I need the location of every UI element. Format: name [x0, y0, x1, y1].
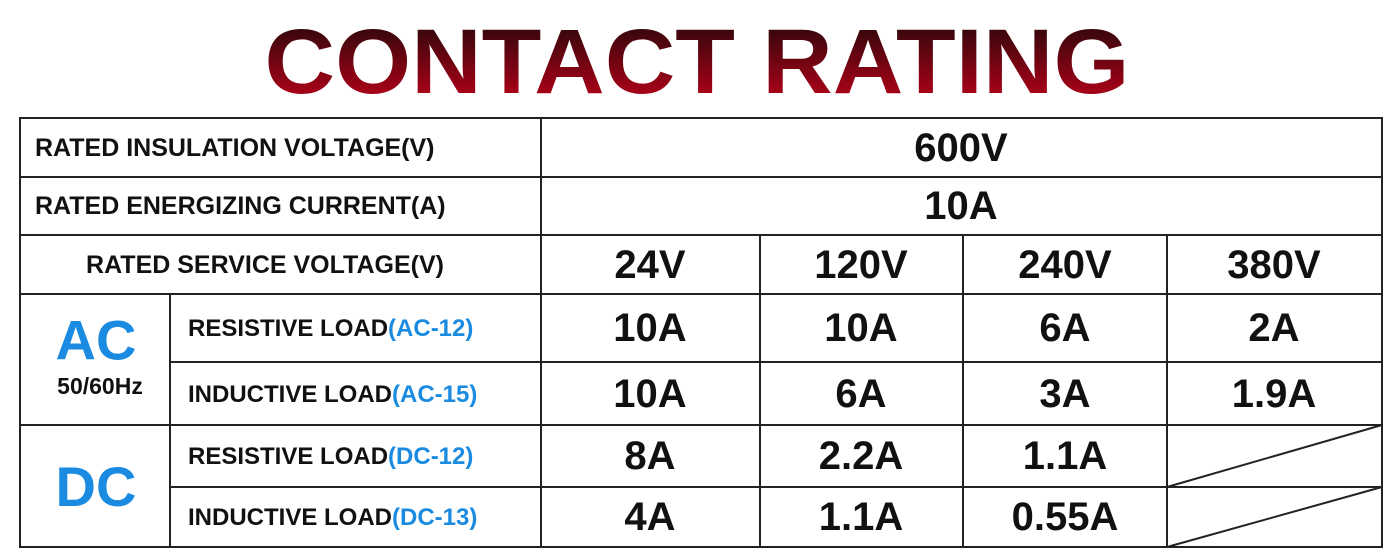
rating-value: 10A: [613, 372, 686, 416]
row-label: RATED INSULATION VOLTAGE(V): [35, 134, 435, 162]
rating-value: 1.1A: [1023, 434, 1108, 478]
voltage-header: 24V: [614, 243, 685, 287]
group-sub: 50/60Hz: [57, 373, 143, 399]
rating-value: 4A: [624, 495, 675, 539]
row-value: 600V: [914, 126, 1008, 170]
group-name: DC: [56, 455, 137, 518]
row-label: RATED ENERGIZING CURRENT(A): [35, 192, 446, 220]
rating-value: 8A: [624, 434, 675, 478]
rating-value: 10A: [824, 306, 897, 350]
group-name: AC: [56, 309, 137, 372]
rating-value: 2.2A: [819, 434, 904, 478]
load-name: INDUCTIVE LOAD: [188, 504, 392, 531]
voltage-header: 240V: [1018, 243, 1112, 287]
rating-value: 2A: [1248, 306, 1299, 350]
voltage-header: 380V: [1227, 243, 1321, 287]
voltage-header: 120V: [814, 243, 908, 287]
rating-value: 10A: [613, 306, 686, 350]
load-label: INDUCTIVE LOAD(AC-15): [188, 381, 477, 408]
row-label: RATED SERVICE VOLTAGE(V): [86, 251, 444, 279]
load-name: RESISTIVE LOAD: [188, 315, 388, 342]
title: CONTACT RATING: [265, 11, 1130, 113]
rating-value: 1.9A: [1232, 372, 1317, 416]
rating-value: 0.55A: [1012, 495, 1119, 539]
load-code: (DC-12): [388, 443, 473, 470]
rating-value: 3A: [1039, 372, 1090, 416]
load-name: INDUCTIVE LOAD: [188, 381, 392, 408]
load-name: RESISTIVE LOAD: [188, 443, 388, 470]
row-value: 10A: [924, 184, 997, 228]
empty-cell-diagonal: [1166, 486, 1383, 548]
table-frame: [19, 117, 1383, 548]
load-code: (AC-12): [388, 315, 473, 342]
load-label: INDUCTIVE LOAD(DC-13): [188, 504, 477, 531]
load-label: RESISTIVE LOAD(AC-12): [188, 315, 473, 342]
load-code: (AC-15): [392, 381, 477, 408]
rating-value: 1.1A: [819, 495, 904, 539]
load-code: (DC-13): [392, 504, 477, 531]
load-label: RESISTIVE LOAD(DC-12): [188, 443, 473, 470]
rating-value: 6A: [1039, 306, 1090, 350]
empty-cell-diagonal: [1166, 424, 1383, 488]
rating-value: 6A: [835, 372, 886, 416]
